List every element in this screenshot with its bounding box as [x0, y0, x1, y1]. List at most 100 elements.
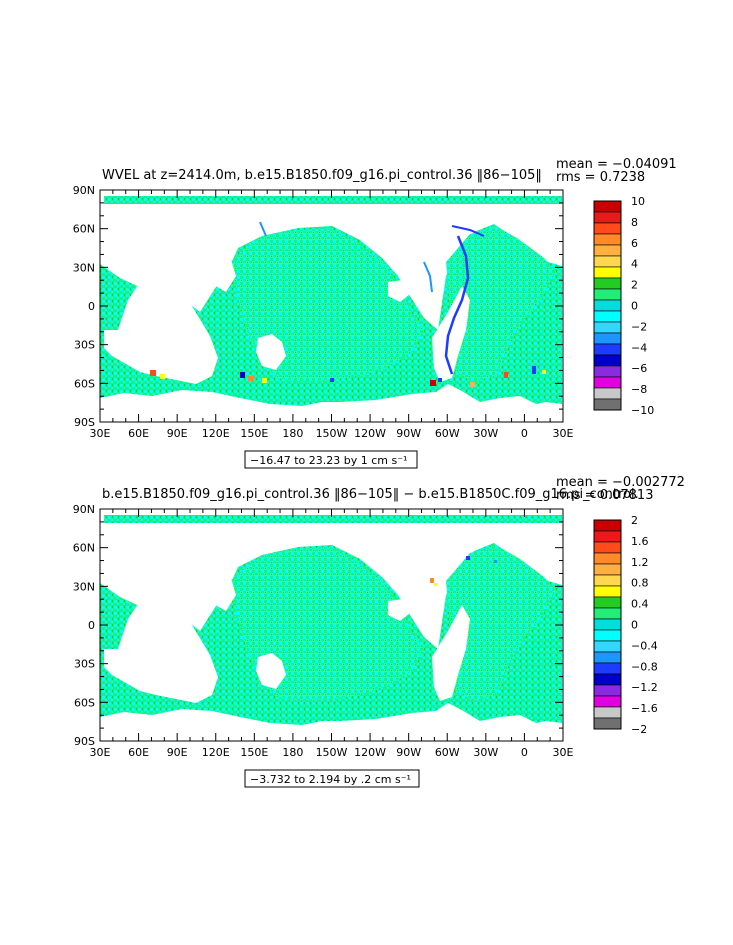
- x-tick-label: 60W: [435, 746, 460, 759]
- colorbar-frame: [593, 519, 622, 730]
- x-tick-label: 30W: [473, 427, 498, 440]
- colorbar-swatch: [593, 387, 622, 400]
- y-tick-label: 60S: [74, 696, 95, 709]
- x-tick-label: 120W: [354, 427, 386, 440]
- colorbar-label: −10: [631, 404, 654, 417]
- colorbar-swatch: [593, 398, 622, 411]
- panel-1-mean: mean = −0.04091: [556, 157, 677, 172]
- colorbar-frame: [593, 200, 622, 411]
- colorbar-swatch: [593, 277, 622, 290]
- colorbar-swatch: [593, 288, 622, 301]
- x-tick-label: 150E: [240, 746, 268, 759]
- y-tick-label: 30N: [73, 261, 95, 274]
- colorbar-label: 1.6: [631, 535, 649, 548]
- colorbar-swatch: [593, 299, 622, 312]
- colorbar-swatch: [593, 640, 622, 653]
- x-tick-label: 0: [521, 427, 528, 440]
- colorbar-swatch: [593, 541, 622, 554]
- x-tick-label: 90W: [396, 746, 421, 759]
- colorbar-label: −6: [631, 362, 647, 375]
- colorbar-label: −2: [631, 320, 647, 333]
- panel-2-mean: mean = −0.002772: [556, 475, 685, 490]
- panel-1-range-box: [244, 450, 418, 469]
- colorbar-swatch: [593, 618, 622, 631]
- y-tick-label: 60S: [74, 377, 95, 390]
- y-tick-label: 60N: [73, 542, 95, 555]
- x-tick-label: 180: [282, 427, 303, 440]
- colorbar-swatch: [593, 233, 622, 246]
- x-tick-label: 120E: [202, 746, 230, 759]
- panel-2-y-ticks: 90N 60N 30N 0 30S 60S 90S: [73, 503, 563, 748]
- y-tick-label: 0: [88, 300, 95, 313]
- colorbar-swatch: [593, 222, 622, 235]
- x-tick-label: 0: [521, 746, 528, 759]
- panel-2: b.e15.B1850.f09_g16.pi_control.36 ‖86−10…: [73, 475, 685, 788]
- colorbar-label: 0.4: [631, 598, 649, 611]
- x-tick-label: 30E: [553, 427, 574, 440]
- colorbar-label: −2: [631, 723, 647, 736]
- colorbar-label: 1.2: [631, 556, 649, 569]
- colorbar-swatch: [593, 563, 622, 576]
- y-tick-label: 60N: [73, 223, 95, 236]
- colorbar-label: −0.8: [631, 660, 658, 673]
- colorbar-label: −1.2: [631, 681, 658, 694]
- x-tick-label: 90E: [167, 746, 188, 759]
- colorbar-swatch: [593, 332, 622, 345]
- colorbar-swatch: [593, 574, 622, 587]
- panel-1: WVEL at z=2414.0m, b.e15.B1850.f09_g16.p…: [73, 157, 677, 469]
- colorbar-swatch: [593, 266, 622, 279]
- colorbar-swatch: [593, 585, 622, 598]
- colorbar-label: −0.4: [631, 639, 658, 652]
- panel-1-range-label: −16.47 to 23.23 by 1 cm s⁻¹: [250, 454, 407, 467]
- colorbar-swatch: [593, 684, 622, 697]
- colorbar-swatch: [593, 662, 622, 675]
- colorbar-swatch: [593, 519, 622, 532]
- colorbar-swatch: [593, 343, 622, 356]
- colorbar-label: 2: [631, 279, 638, 292]
- y-tick-label: 90S: [74, 416, 95, 429]
- panel-1-y-ticks: 90N 60N 30N 0 30S 60S 90S: [73, 184, 563, 429]
- x-tick-label: 180: [282, 746, 303, 759]
- colorbar-swatch: [593, 596, 622, 609]
- colorbar-label: 2: [631, 514, 638, 527]
- colorbar-label: −1.6: [631, 702, 658, 715]
- x-tick-label: 30W: [473, 746, 498, 759]
- colorbar-swatch: [593, 200, 622, 213]
- colorbar-swatch: [593, 255, 622, 268]
- colorbar-swatch: [593, 354, 622, 367]
- colorbar-swatch: [593, 706, 622, 719]
- colorbar-swatch: [593, 530, 622, 543]
- x-tick-label: 90W: [396, 427, 421, 440]
- panel-2-title: b.e15.B1850.f09_g16.pi_control.36 ‖86−10…: [102, 487, 639, 502]
- colorbar-swatch: [593, 310, 622, 323]
- panel-2-rms: rms = 0.07813: [556, 488, 653, 503]
- y-tick-label: 90N: [73, 503, 95, 516]
- y-tick-label: 90S: [74, 735, 95, 748]
- colorbar-swatch: [593, 552, 622, 565]
- colorbar-swatch: [593, 244, 622, 257]
- x-tick-label: 60W: [435, 427, 460, 440]
- colorbar-label: 0: [631, 619, 638, 632]
- y-tick-label: 90N: [73, 184, 95, 197]
- x-tick-label: 120E: [202, 427, 230, 440]
- y-tick-label: 30S: [74, 658, 95, 671]
- panel-2-map: [100, 509, 563, 741]
- y-tick-label: 30N: [73, 580, 95, 593]
- colorbar-label: −4: [631, 341, 647, 354]
- colorbar-swatch: [593, 376, 622, 389]
- colorbar-swatch: [593, 607, 622, 620]
- colorbar-label: 0.8: [631, 577, 649, 590]
- panel-1-map: [100, 190, 563, 422]
- x-tick-label: 60E: [128, 427, 149, 440]
- panel-1-x-ticks: 30E 60E 90E 120E 150E 180 150W 120W 90W 60W 30W 0 30…: [90, 190, 574, 440]
- x-tick-label: 30E: [553, 746, 574, 759]
- colorbar-swatch: [593, 695, 622, 708]
- y-tick-label: 30S: [74, 339, 95, 352]
- x-tick-label: 120W: [354, 746, 386, 759]
- panel-1-rms: rms = 0.7238: [556, 170, 645, 185]
- colorbar-swatch: [593, 211, 622, 224]
- panel-2-range-box: [244, 769, 420, 788]
- colorbar-swatch: [593, 629, 622, 642]
- colorbar-label: −8: [631, 383, 647, 396]
